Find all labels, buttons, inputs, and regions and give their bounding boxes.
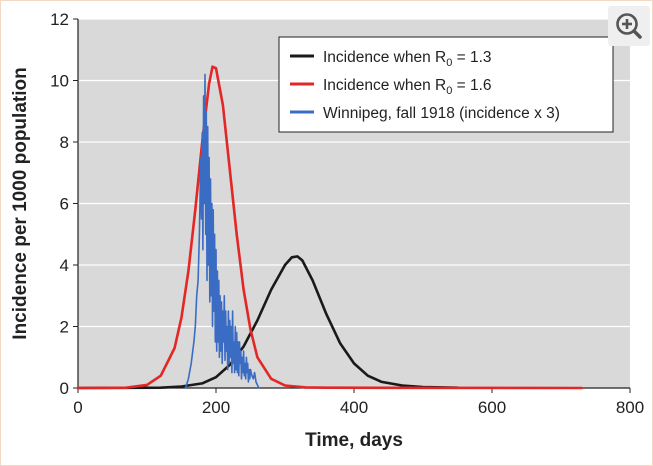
x-tick-label: 200	[202, 398, 230, 417]
legend-label: Winnipeg, fall 1918 (incidence x 3)	[323, 105, 560, 122]
y-tick-label: 10	[50, 72, 69, 91]
y-axis-title: Incidence per 1000 population	[10, 67, 31, 339]
x-tick-label: 400	[340, 398, 368, 417]
legend-label: Incidence when R0 = 1.3	[323, 49, 492, 69]
zoom-in-icon	[616, 13, 642, 39]
y-tick-label: 2	[60, 318, 69, 337]
y-tick-label: 6	[60, 195, 69, 214]
x-tick-label: 600	[478, 398, 506, 417]
zoom-button[interactable]	[608, 6, 650, 46]
legend-box	[278, 36, 614, 133]
series-line-3	[184, 73, 260, 389]
y-tick-label: 8	[60, 133, 69, 152]
x-tick-label: 0	[73, 398, 82, 417]
legend-label: Incidence when R0 = 1.6	[323, 77, 492, 97]
x-tick-label: 800	[616, 398, 644, 417]
series-line-1	[76, 255, 459, 390]
y-tick-label: 0	[60, 379, 69, 398]
y-tick-label: 4	[60, 256, 69, 275]
series-line-2	[76, 65, 584, 390]
y-tick-label: 12	[50, 10, 69, 29]
x-axis-title: Time, days	[305, 430, 403, 451]
